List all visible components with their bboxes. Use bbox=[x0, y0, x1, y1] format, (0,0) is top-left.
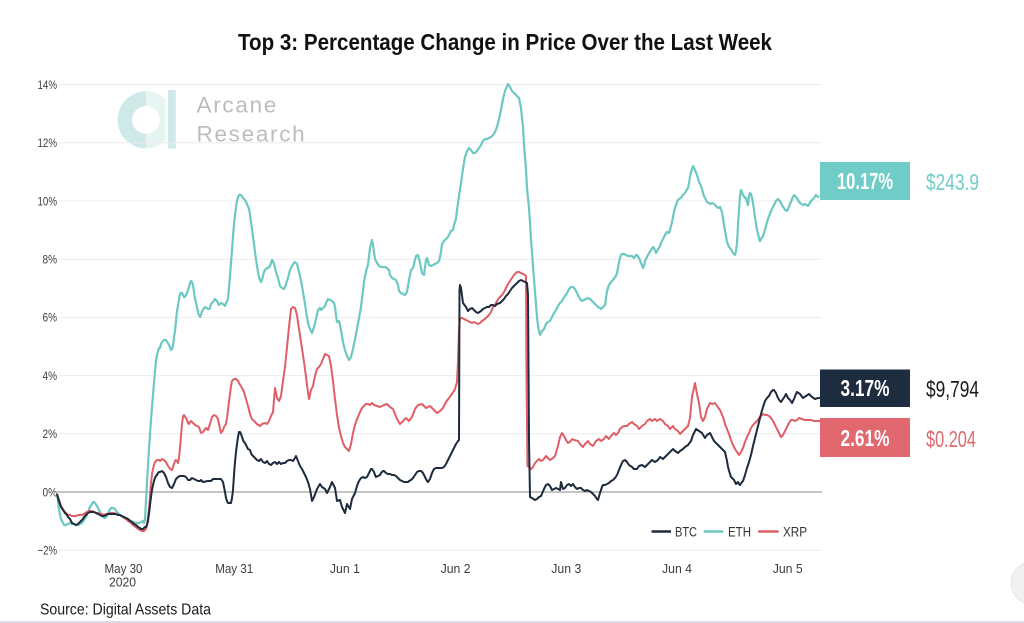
svg-text:10%: 10% bbox=[38, 194, 58, 208]
svg-text:BTC: BTC bbox=[675, 524, 697, 540]
svg-text:14%: 14% bbox=[38, 78, 58, 92]
svg-text:$9,794: $9,794 bbox=[926, 376, 979, 402]
svg-text:2.61%: 2.61% bbox=[841, 425, 890, 451]
svg-text:0%: 0% bbox=[43, 485, 58, 499]
svg-text:Source: Digital Assets Data: Source: Digital Assets Data bbox=[40, 602, 211, 619]
svg-text:8%: 8% bbox=[43, 253, 58, 267]
svg-text:Arcane: Arcane bbox=[197, 93, 279, 118]
svg-text:10.17%: 10.17% bbox=[837, 168, 893, 194]
svg-text:$243.9: $243.9 bbox=[926, 169, 979, 195]
svg-text:6%: 6% bbox=[43, 311, 58, 325]
svg-text:ETH: ETH bbox=[728, 524, 751, 540]
svg-text:XRP: XRP bbox=[783, 524, 807, 540]
svg-text:Top 3: Percentage Change in Pr: Top 3: Percentage Change in Price Over t… bbox=[238, 29, 772, 55]
svg-text:Jun 2: Jun 2 bbox=[441, 561, 471, 576]
svg-text:May 30: May 30 bbox=[105, 561, 143, 576]
svg-text:Jun 4: Jun 4 bbox=[662, 561, 692, 576]
svg-text:−2%: −2% bbox=[38, 544, 58, 558]
svg-text:May 31: May 31 bbox=[215, 561, 253, 576]
svg-text:Research: Research bbox=[197, 121, 307, 146]
svg-text:2%: 2% bbox=[43, 427, 58, 441]
svg-text:4%: 4% bbox=[43, 369, 58, 383]
svg-text:Jun 3: Jun 3 bbox=[551, 561, 581, 576]
svg-text:Jun 1: Jun 1 bbox=[330, 561, 360, 576]
svg-text:2020: 2020 bbox=[109, 575, 136, 590]
svg-text:Jun 5: Jun 5 bbox=[773, 561, 803, 576]
svg-text:3.17%: 3.17% bbox=[841, 375, 890, 401]
svg-text:12%: 12% bbox=[38, 136, 58, 150]
svg-text:$0.204: $0.204 bbox=[926, 426, 976, 452]
